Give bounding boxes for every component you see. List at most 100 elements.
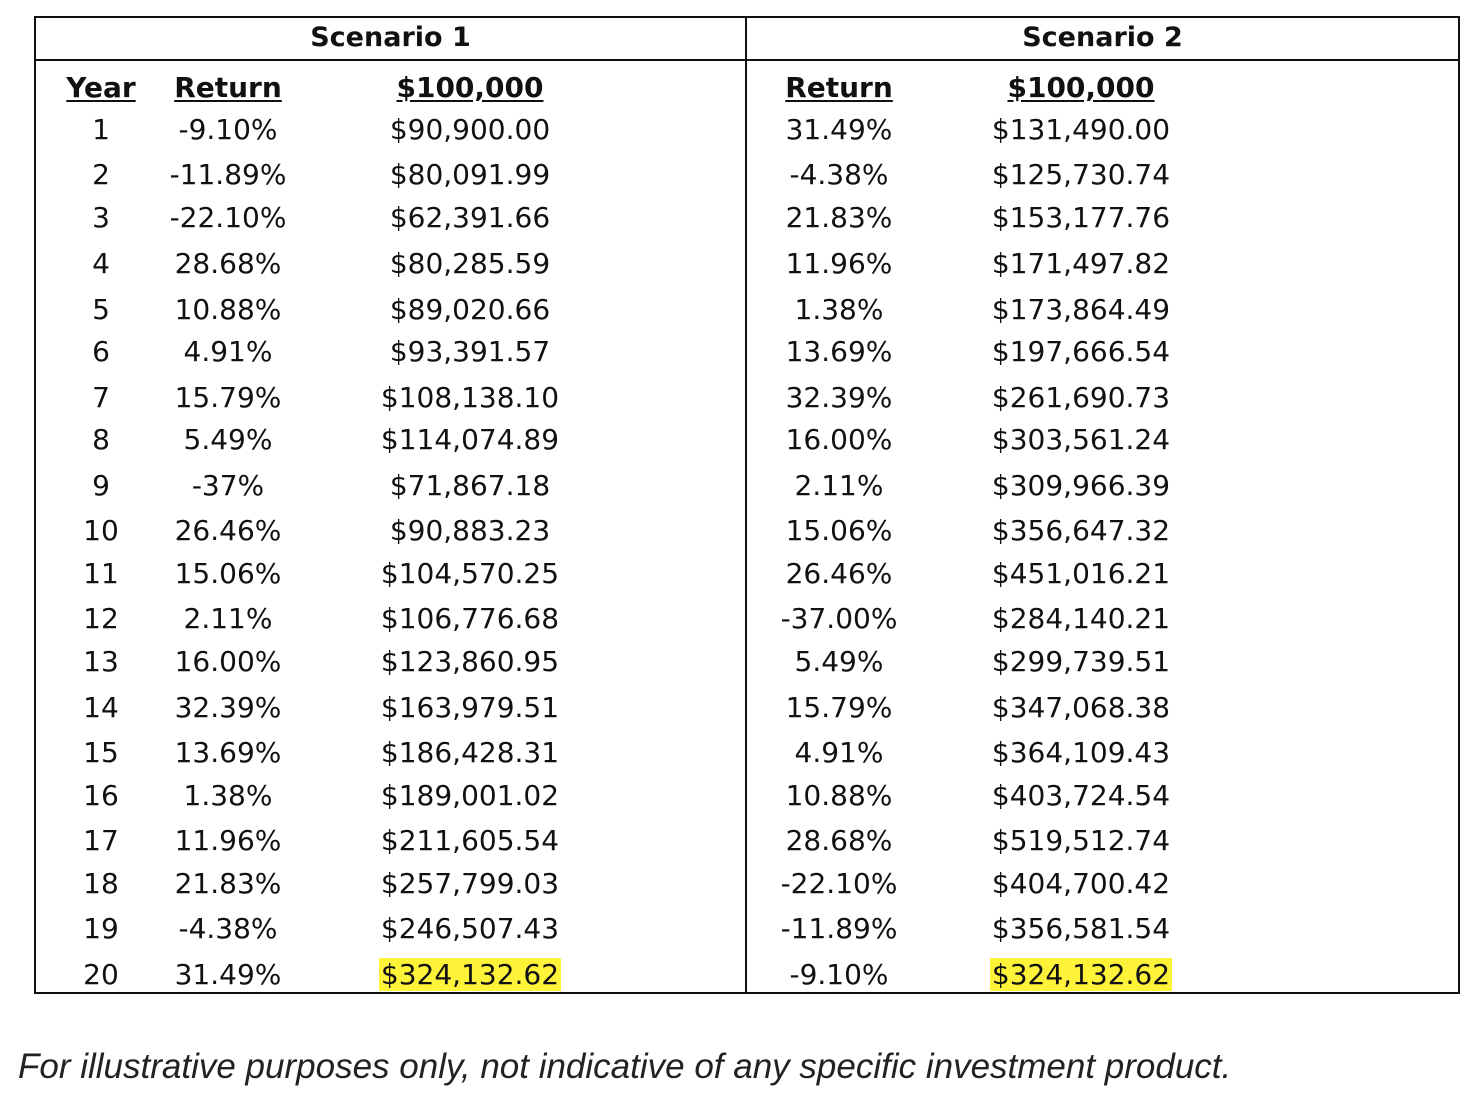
scenario-2-value-cell-text: $284,140.21 bbox=[991, 602, 1171, 635]
scenario-2-value-cell: $153,177.76 bbox=[981, 198, 1181, 238]
scenario-1-return-cell: 31.49% bbox=[158, 955, 298, 995]
scenario-2-return-cell-text: 13.69% bbox=[785, 335, 893, 368]
scenario-1-value-cell: $163,979.51 bbox=[370, 688, 570, 728]
scenario-2-return-cell-text: 31.49% bbox=[785, 113, 893, 146]
scenario-2-return-cell: 10.88% bbox=[769, 776, 909, 816]
scenario-2-value-cell-text: $261,690.73 bbox=[991, 381, 1171, 414]
scenario-2-value-cell: $284,140.21 bbox=[981, 599, 1181, 639]
scenario-1-value-cell: $123,860.95 bbox=[370, 642, 570, 682]
scenario-1-return-cell: 5.49% bbox=[158, 420, 298, 460]
year-cell-text: 10 bbox=[83, 514, 119, 547]
year-cell: 10 bbox=[60, 511, 142, 551]
scenario-1-value-cell-text: $104,570.25 bbox=[380, 557, 560, 590]
scenario-2-value-cell: $261,690.73 bbox=[981, 378, 1181, 418]
scenario-1-return-cell-text: 15.06% bbox=[174, 557, 282, 590]
scenario-1-return-cell: 15.79% bbox=[158, 378, 298, 418]
scenario-2-value-cell-text: $404,700.42 bbox=[991, 867, 1171, 900]
scenario-1-value-cell: $93,391.57 bbox=[370, 332, 570, 372]
scenario-1-value-cell: $257,799.03 bbox=[370, 864, 570, 904]
scenario-1-return-cell: 15.06% bbox=[158, 554, 298, 594]
scenario-2-return-cell: 4.91% bbox=[769, 733, 909, 773]
scenario-2-value-cell-text: $356,581.54 bbox=[991, 912, 1171, 945]
scenario-2-return-cell-text: 2.11% bbox=[794, 469, 884, 502]
scenario-1-value-cell: $324,132.62 bbox=[370, 955, 570, 995]
scenario-1-value-cell-text: $93,391.57 bbox=[389, 335, 551, 368]
year-cell-text: 11 bbox=[83, 557, 119, 590]
scenario-1-value-cell: $186,428.31 bbox=[370, 733, 570, 773]
scenario-1-return-cell-text: -37% bbox=[191, 469, 265, 502]
scenario-1-value-cell-text: $80,285.59 bbox=[389, 247, 551, 280]
scenario-1-return-cell: 13.69% bbox=[158, 733, 298, 773]
scenario-2-value-cell: $364,109.43 bbox=[981, 733, 1181, 773]
scenario-2-value-header: $100,000 bbox=[1007, 71, 1155, 104]
scenario-1-value-cell: $90,900.00 bbox=[370, 110, 570, 150]
scenario-1-value-cell: $104,570.25 bbox=[370, 554, 570, 594]
scenario-1-value-cell: $189,001.02 bbox=[370, 776, 570, 816]
scenario-1-return-cell-text: 4.91% bbox=[183, 335, 273, 368]
disclaimer-footnote: For illustrative purposes only, not indi… bbox=[18, 1047, 1232, 1086]
scenario-1-value-cell-text: $123,860.95 bbox=[380, 645, 560, 678]
final-value-highlight: $324,132.62 bbox=[378, 958, 562, 991]
year-cell-text: 9 bbox=[92, 469, 110, 502]
scenario-1-return-cell-text: 10.88% bbox=[174, 293, 282, 326]
scenario-1-value-cell: $90,883.23 bbox=[370, 511, 570, 551]
scenario-2-return-header: Return bbox=[785, 71, 893, 104]
scenario-2-value-cell-text: $299,739.51 bbox=[991, 645, 1171, 678]
scenario-2-return-cell: 15.06% bbox=[769, 511, 909, 551]
scenario-2-return-cell: 1.38% bbox=[769, 290, 909, 330]
scenario-2-value-cell: $131,490.00 bbox=[981, 110, 1181, 150]
year-cell-text: 7 bbox=[92, 381, 110, 414]
scenario-2-return-cell: 28.68% bbox=[769, 821, 909, 861]
scenario-2-return-cell: 13.69% bbox=[769, 332, 909, 372]
scenario-2-return-cell: -22.10% bbox=[769, 864, 909, 904]
scenario-1-return-cell: 10.88% bbox=[158, 290, 298, 330]
scenario-1-return-cell-text: 2.11% bbox=[183, 602, 273, 635]
scenario-1-return-cell: -37% bbox=[158, 466, 298, 506]
year-cell: 4 bbox=[60, 244, 142, 284]
year-cell-text: 20 bbox=[83, 958, 119, 991]
year-cell-text: 13 bbox=[83, 645, 119, 678]
scenario-2-value-cell: $403,724.54 bbox=[981, 776, 1181, 816]
scenario-2-value-cell: $197,666.54 bbox=[981, 332, 1181, 372]
scenario-2-title: Scenario 2 bbox=[1022, 22, 1183, 53]
scenario-1-return-header: Return bbox=[174, 71, 282, 104]
scenario-2-value-cell-text: $309,966.39 bbox=[991, 469, 1171, 502]
year-cell: 11 bbox=[60, 554, 142, 594]
scenario-2-return-cell: 5.49% bbox=[769, 642, 909, 682]
scenario-2-value-cell-text: $364,109.43 bbox=[991, 736, 1171, 769]
scenario-2-value-cell-text: $403,724.54 bbox=[991, 779, 1171, 812]
scenario-1-return-cell-text: -11.89% bbox=[169, 158, 287, 191]
year-cell: 20 bbox=[60, 955, 142, 995]
scenario-2-return-cell-text: 28.68% bbox=[785, 824, 893, 857]
scenario-1-return-cell-text: 13.69% bbox=[174, 736, 282, 769]
scenario-1-value-cell: $71,867.18 bbox=[370, 466, 570, 506]
year-cell: 8 bbox=[60, 420, 142, 460]
scenario-2-value-cell: $309,966.39 bbox=[981, 466, 1181, 506]
scenario-2-return-cell-text: -11.89% bbox=[780, 912, 898, 945]
scenario-2-return-cell-text: 10.88% bbox=[785, 779, 893, 812]
year-cell-text: 3 bbox=[92, 201, 110, 234]
year-cell: 2 bbox=[60, 155, 142, 195]
scenario-1-return-cell-text: 15.79% bbox=[174, 381, 282, 414]
scenario-1-value-cell-text: $90,900.00 bbox=[389, 113, 551, 146]
scenario-1-value-cell: $108,138.10 bbox=[370, 378, 570, 418]
scenario-2-return-cell-text: 32.39% bbox=[785, 381, 893, 414]
year-cell-text: 4 bbox=[92, 247, 110, 280]
scenario-2-return-cell-text: 16.00% bbox=[785, 423, 893, 456]
scenario-1-value-cell-text: $114,074.89 bbox=[380, 423, 560, 456]
year-cell: 15 bbox=[60, 733, 142, 773]
scenario-2-value-cell: $299,739.51 bbox=[981, 642, 1181, 682]
scenario-2-value-cell: $303,561.24 bbox=[981, 420, 1181, 460]
scenario-2-value-cell: $356,647.32 bbox=[981, 511, 1181, 551]
year-cell: 19 bbox=[60, 909, 142, 949]
scenario-1-return-cell: 28.68% bbox=[158, 244, 298, 284]
scenario-1-return-cell: 4.91% bbox=[158, 332, 298, 372]
year-cell-text: 15 bbox=[83, 736, 119, 769]
year-cell-text: 5 bbox=[92, 293, 110, 326]
scenario-1-return-cell-text: 28.68% bbox=[174, 247, 282, 280]
scenario-2-value-cell: $347,068.38 bbox=[981, 688, 1181, 728]
scenario-2-return-cell-text: -9.10% bbox=[789, 958, 889, 991]
scenario-1-return-cell-text: 16.00% bbox=[174, 645, 282, 678]
year-cell: 5 bbox=[60, 290, 142, 330]
year-cell: 14 bbox=[60, 688, 142, 728]
